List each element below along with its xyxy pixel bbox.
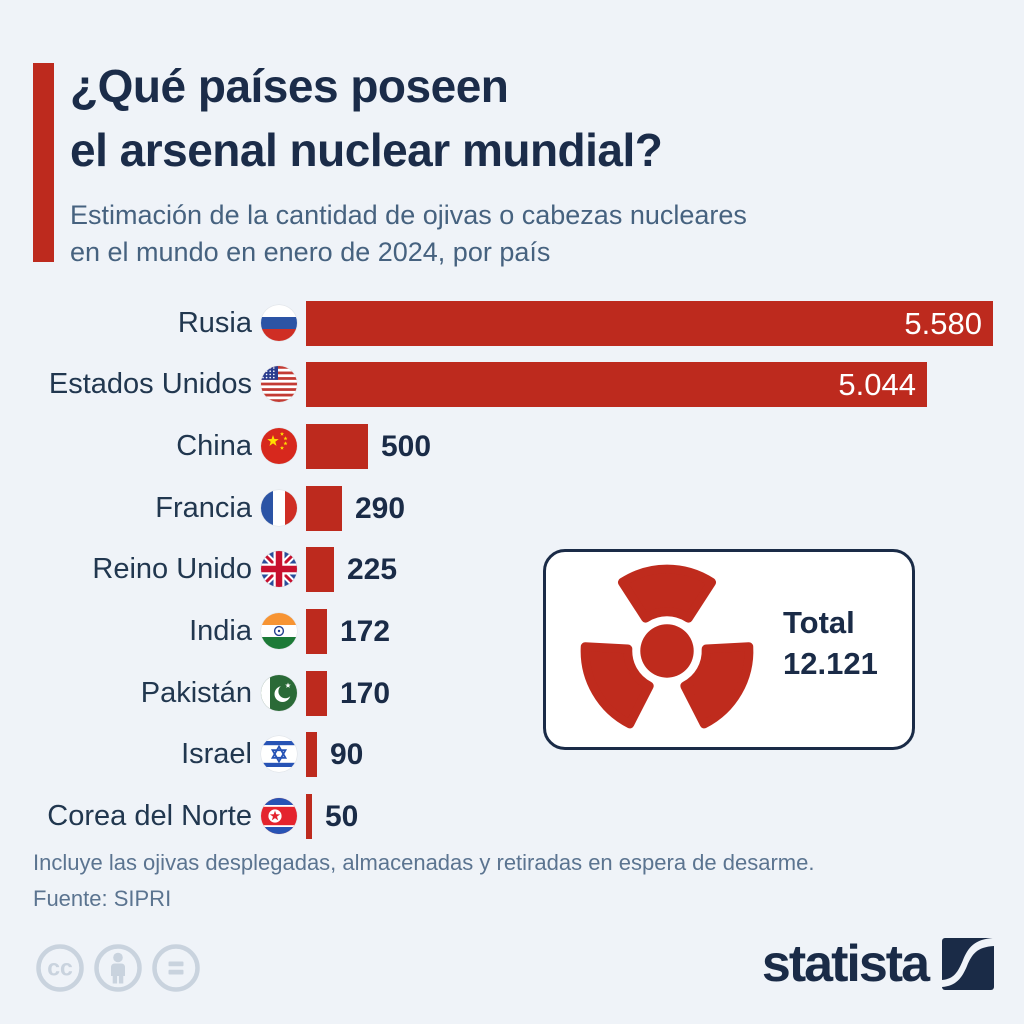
page-subtitle: Estimación de la cantidad de ojivas o ca… — [70, 197, 747, 271]
total-value-block: Total 12.121 — [783, 602, 878, 684]
title-accent-bar — [33, 63, 54, 262]
title-line-1: ¿Qué países poseen — [70, 60, 509, 112]
flag-pakistan-icon — [261, 674, 297, 711]
flag-israel-icon — [261, 736, 297, 773]
flag-france-icon — [261, 489, 297, 526]
bar-uk — [306, 547, 334, 593]
country-label: India — [189, 615, 252, 647]
value-label: 172 — [340, 615, 391, 648]
bar-north-korea — [306, 794, 312, 840]
chart-row-israel: Israel 90 — [0, 732, 1024, 778]
bar-china — [306, 423, 368, 469]
flag-usa-icon — [261, 366, 297, 403]
value-label: 225 — [347, 553, 398, 587]
country-label: Rusia — [177, 306, 252, 339]
attribution-icon[interactable] — [91, 941, 145, 995]
flag-india-icon — [261, 613, 297, 649]
total-value: 12.121 — [783, 646, 878, 681]
cc-icon[interactable]: cc — [33, 941, 87, 995]
flag-china-icon — [261, 427, 297, 464]
subtitle-line-1: Estimación de la cantidad de ojivas o ca… — [70, 200, 747, 230]
country-label: Israel — [181, 738, 252, 771]
country-label: Francia — [155, 491, 252, 524]
country-label: Pakistán — [140, 676, 252, 709]
country-label: China — [176, 429, 252, 462]
source-note: Fuente: SIPRI — [33, 886, 172, 911]
value-label: 90 — [330, 738, 364, 772]
value-label: 290 — [355, 491, 406, 525]
value-label: 5.580 — [904, 305, 982, 341]
chart-row-uk: Reino Unido 225 — [0, 547, 1024, 593]
chart-row-north-korea: Corea del Norte 50 — [0, 794, 1024, 840]
license-icons: cc — [33, 941, 203, 995]
chart-row-russia: Rusia 5.580 — [0, 300, 1024, 346]
subtitle-line-2: en el mundo en enero de 2024, por país — [70, 237, 551, 267]
value-label: 500 — [381, 429, 432, 463]
chart-row-india: India 172 — [0, 609, 1024, 654]
flag-russia-icon — [261, 304, 297, 341]
svg-text:cc: cc — [47, 955, 73, 981]
country-label: Estados Unidos — [48, 368, 252, 401]
chart-row-usa: Estados Unidos 5.044 — [0, 362, 1024, 408]
equals-icon[interactable] — [149, 941, 203, 995]
bar-india — [306, 609, 327, 654]
footnote: Incluye las ojivas desplegadas, almacena… — [33, 850, 815, 875]
bar-usa: 5.044 — [306, 362, 927, 408]
chart-row-china: China 500 — [0, 423, 1024, 469]
value-label: 50 — [325, 800, 359, 834]
statista-logo-mark-icon — [942, 938, 994, 990]
bar-israel — [306, 732, 317, 778]
value-label: 170 — [340, 676, 391, 710]
country-label: Reino Unido — [92, 553, 252, 586]
total-label: Total — [783, 605, 855, 640]
bar-russia: 5.580 — [306, 300, 993, 346]
bar-france — [306, 485, 342, 531]
page-title: ¿Qué países poseen el arsenal nuclear mu… — [70, 54, 663, 182]
flag-uk-icon — [261, 551, 297, 588]
chart-row-france: Francia 290 — [0, 485, 1024, 531]
total-box: Total 12.121 — [543, 549, 915, 750]
country-label: Corea del Norte — [47, 800, 252, 833]
chart-row-pakistan: Pakistán 170 — [0, 670, 1024, 716]
radiation-icon — [580, 564, 754, 729]
title-line-2: el arsenal nuclear mundial? — [70, 124, 663, 176]
value-label: 5.044 — [838, 367, 916, 403]
statista-logo-text: statista — [761, 935, 930, 993]
statista-logo[interactable]: statista — [762, 936, 994, 992]
flag-north-korea-icon — [261, 798, 297, 835]
bar-pakistan — [306, 670, 327, 716]
